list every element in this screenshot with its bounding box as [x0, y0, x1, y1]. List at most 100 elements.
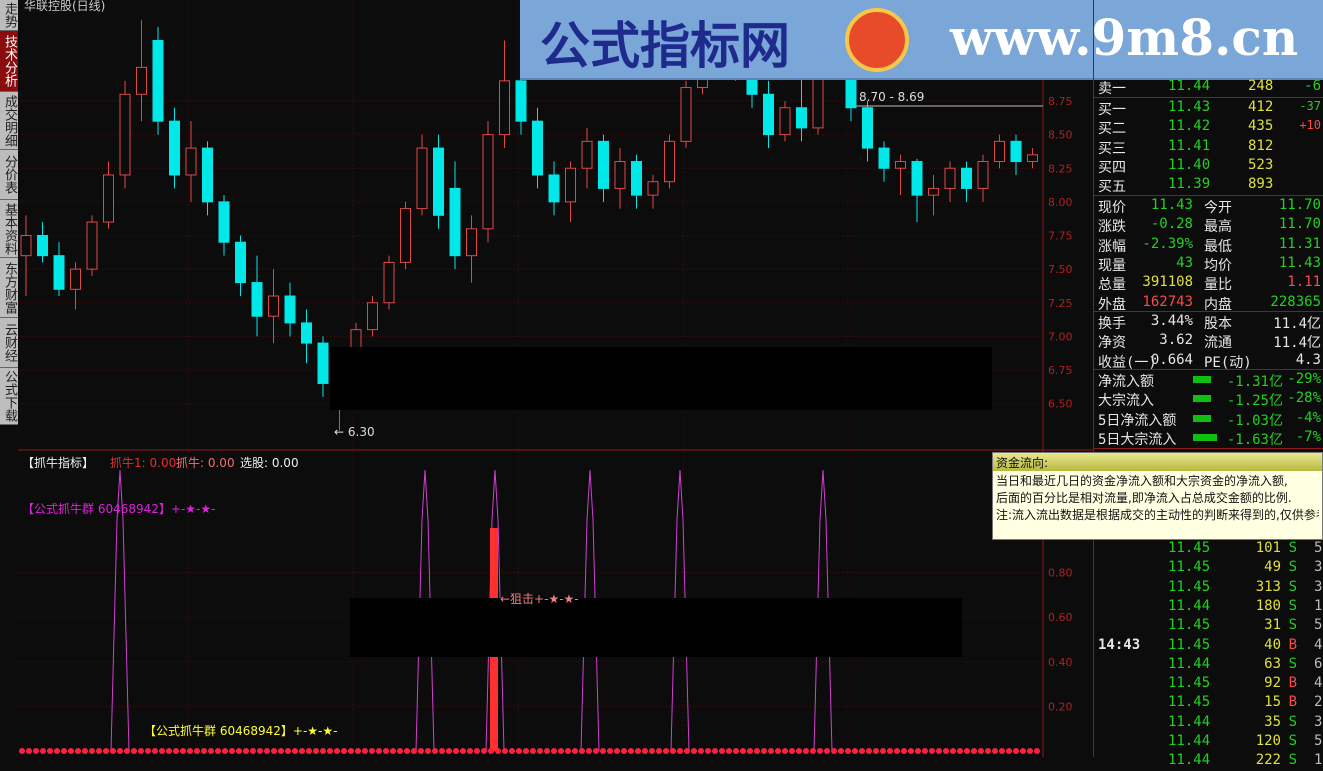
stat-label: 现价	[1098, 200, 1126, 216]
chart-area[interactable]: 8.75 8.50 8.25 8.00 7.75 7.50 7.25 7.00 6.75 6.50…	[18, 0, 1093, 757]
price-tick: 8.50	[1048, 129, 1073, 142]
baseline-dot	[523, 748, 529, 754]
candle-body	[169, 120, 180, 176]
flow-row[interactable]: 5日大宗流入 -1.63亿 -7%	[1098, 429, 1323, 448]
trade-side: B	[1288, 636, 1297, 653]
price: 11.39	[1168, 176, 1211, 193]
candle-body	[1010, 140, 1022, 163]
tab-1[interactable]: 技术分析	[0, 31, 18, 92]
stat-row: 涨跌 -0.28 最高 11.70	[1098, 216, 1323, 235]
flow-bar-icon	[1193, 414, 1211, 422]
trade-price: 11.44	[1168, 752, 1211, 769]
candle-body	[548, 174, 560, 203]
trade-row: 11.45 101 S 5	[1098, 540, 1323, 559]
price: 11.42	[1168, 118, 1211, 135]
tab-7[interactable]: 公式下载	[0, 368, 18, 425]
baseline-dot	[509, 748, 515, 754]
tab-6[interactable]: 云财经	[0, 318, 18, 368]
stat-label: 今开	[1204, 200, 1232, 216]
baseline-dot	[775, 748, 781, 754]
flow-row[interactable]: 大宗流入 -1.25亿 -28%	[1098, 390, 1323, 409]
baseline-dot	[173, 748, 179, 754]
indicator-name[interactable]: 【抓牛指标】	[22, 456, 95, 470]
bid-row: 买一 11.43 412 -37	[1098, 99, 1323, 118]
trade-price: 11.44	[1168, 655, 1211, 672]
flow-row[interactable]: 5日净流入额 -1.03亿 -4%	[1098, 410, 1323, 429]
trade-side: S	[1288, 578, 1297, 595]
baseline-dot	[488, 748, 494, 754]
baseline-dot	[978, 748, 984, 754]
chart-title: 华联控股(日线)	[24, 0, 106, 13]
tab-2[interactable]: 成交明细	[0, 92, 18, 150]
volume: 248	[1248, 78, 1274, 94]
trade-side: S	[1288, 752, 1297, 769]
candle-body	[367, 302, 378, 331]
fund-value: 0.664	[1150, 351, 1193, 368]
baseline-dot	[831, 748, 837, 754]
flow-pct: -7%	[1295, 428, 1321, 445]
tab-0[interactable]: 走势	[0, 0, 18, 31]
indicator-value-1: 抓牛1: 0.00	[110, 456, 177, 470]
baseline-dot	[635, 748, 641, 754]
candle-body	[86, 221, 98, 270]
flow-row[interactable]: 净流入额 -1.31亿 -29%	[1098, 371, 1323, 390]
trade-row: 11.44 35 S 3	[1098, 714, 1323, 733]
fund-row: 收益(一) 0.664 PE(动) 4.3	[1098, 352, 1323, 371]
flow-bar-icon	[1193, 376, 1211, 383]
baseline-dot	[586, 748, 592, 754]
candle-body	[416, 147, 428, 210]
baseline-dot	[852, 748, 858, 754]
trade-row: 11.44 180 S 11	[1098, 598, 1323, 617]
candle-body	[515, 80, 527, 122]
stat-label: 涨幅	[1098, 238, 1126, 255]
candle-body	[317, 342, 329, 384]
trade-side: S	[1288, 713, 1297, 730]
baseline-dot	[551, 748, 557, 754]
baseline-dot	[131, 748, 137, 754]
baseline-dot	[1006, 748, 1012, 754]
trade-row: 11.45 313 S 3	[1098, 579, 1323, 598]
baseline-dot	[628, 748, 634, 754]
baseline-dot	[572, 748, 578, 754]
baseline-dot	[544, 748, 550, 754]
flow-pct: -28%	[1287, 390, 1321, 407]
volume: 412	[1248, 99, 1274, 115]
stat-row: 现量 43 均价 11.43	[1098, 255, 1323, 274]
baseline-dot	[460, 748, 466, 754]
stat-value: 228365	[1270, 293, 1321, 310]
flow-amount: -1.31亿	[1226, 374, 1283, 390]
baseline-dot	[768, 748, 774, 754]
trade-count: 11	[1314, 597, 1323, 614]
baseline-dot	[61, 748, 67, 754]
price-tick: 7.75	[1048, 230, 1073, 243]
fund-label: 流通	[1204, 335, 1232, 352]
stat-value: 391108	[1142, 274, 1193, 291]
candle-body	[499, 80, 510, 136]
spike-line	[415, 469, 435, 752]
tab-5[interactable]: 东方财富	[0, 258, 18, 318]
trade-count: 5	[1314, 540, 1323, 556]
tab-3[interactable]: 分价表	[0, 150, 18, 200]
tab-4[interactable]: 基本资料	[0, 200, 18, 258]
flow-label: 5日大宗流入	[1098, 431, 1177, 448]
baseline-dot	[908, 748, 914, 754]
baseline-dot	[243, 748, 249, 754]
trade-price: 11.45	[1168, 636, 1211, 653]
baseline-dot	[894, 748, 900, 754]
baseline-dot	[152, 748, 158, 754]
baseline-dot	[348, 748, 354, 754]
candle-body	[1027, 154, 1038, 163]
candle-body	[202, 147, 213, 203]
flow-bar-icon	[1193, 433, 1217, 441]
trade-row: 11.45 92 B 4	[1098, 675, 1323, 694]
candle-body	[581, 140, 593, 169]
baseline-dot	[383, 748, 389, 754]
baseline-dot	[166, 748, 172, 754]
baseline-dot	[964, 748, 970, 754]
level-label: 买二	[1098, 121, 1126, 138]
flow-bar-icon	[1193, 395, 1211, 403]
baseline-dot	[642, 748, 648, 754]
indicator-tick: 0.80	[1048, 567, 1073, 580]
baseline-dot	[670, 748, 676, 754]
baseline-dot	[824, 748, 830, 754]
